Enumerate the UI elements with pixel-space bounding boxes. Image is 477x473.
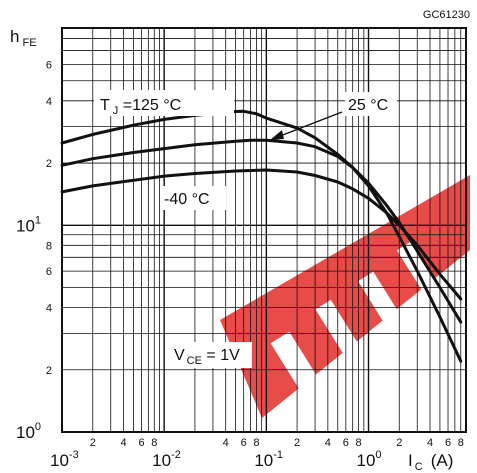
x-tick-label: 4 [223,437,229,449]
y-tick-labels: 100 2 4 6 8 101 2 4 6 [16,59,52,442]
x-tick-label: 8 [253,437,259,449]
series-label-minus40c: -40 °C [160,186,226,210]
y-tick-label: 8 [46,240,52,252]
vce-main: V [174,347,185,364]
vce-condition-label: V CE = 1V [170,342,252,368]
x-tick-label: 100 [357,449,382,470]
y-axis-label: h FE [10,27,37,49]
x-axis-label-unit: (A) [431,451,454,470]
y-tick-label: 6 [46,59,52,71]
y-tick-label: 4 [46,303,52,315]
x-tick-label: 2 [294,437,300,449]
annotation-arrow [274,111,343,139]
x-tick-label: 10-2 [152,449,181,470]
x-tick-label: 2 [90,437,96,449]
series-lines [60,109,463,363]
x-tick-label: 4 [120,437,126,449]
series-label-25c: 25 °C [345,92,397,116]
tj-rest: =125 °C [118,97,181,114]
vce-rest: = 1V [202,347,240,364]
y-tick-label: 2 [46,365,52,377]
watermark-logo [220,175,470,418]
annotation-arrowhead [270,130,284,140]
figure-code: GC61230 [423,9,470,21]
x-axis-label-sub: C [415,461,423,473]
vce-sub: CE [187,355,202,367]
x-tick-label: 6 [138,437,144,449]
series-line-125c [60,109,463,363]
x-tick-label: 6 [241,437,247,449]
y-axis-label-main: h [10,27,19,46]
label-25c: 25 °C [348,97,388,114]
tj-sub: J [113,105,119,117]
x-tick-label: 8 [151,437,157,449]
y-axis-label-sub: FE [22,37,36,49]
x-tick-label: 4 [427,437,433,449]
plot-frame [61,27,467,433]
x-tick-label: 6 [343,437,349,449]
x-tick-label: 8 [356,437,362,449]
svg-text:VCE = 1V: V CE = 1V [174,347,240,367]
x-tick-label: 10-1 [254,449,283,470]
y-tick-label: 6 [46,266,52,278]
x-axis-label: I C (A) [408,451,453,473]
y-tick-label: 100 [16,421,41,442]
x-tick-label: 4 [325,437,331,449]
label-minus40c: -40 °C [164,191,210,208]
x-tick-label: 6 [445,437,451,449]
series-line-minus40c [60,168,463,301]
tj-main: T [100,97,110,114]
y-tick-label: 4 [46,96,52,108]
x-tick-label: 2 [396,437,402,449]
svg-text:TJ =125 °C: TJ =125 °C [100,97,181,117]
y-tick-label: 101 [16,214,41,235]
x-tick-label: 10-3 [50,449,79,470]
x-axis-label-main: I [408,451,413,470]
y-tick-label: 2 [46,158,52,170]
x-tick-label: 8 [458,437,464,449]
